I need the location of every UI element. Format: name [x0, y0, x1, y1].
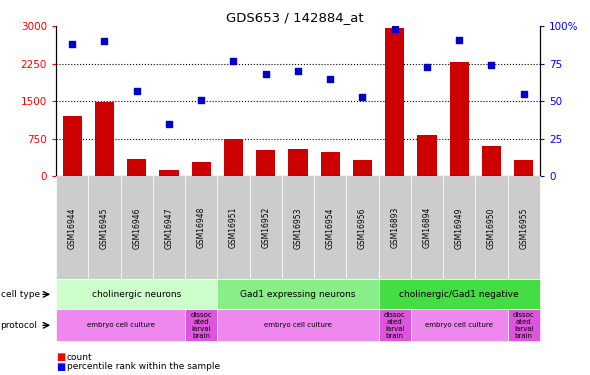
Bar [353, 160, 372, 176]
Text: GDS653 / 142884_at: GDS653 / 142884_at [226, 11, 364, 24]
Text: GSM16953: GSM16953 [293, 207, 303, 249]
Text: GSM16952: GSM16952 [261, 207, 270, 249]
Text: GSM16950: GSM16950 [487, 207, 496, 249]
Point [132, 88, 142, 94]
Text: percentile rank within the sample: percentile rank within the sample [67, 362, 220, 371]
Point [67, 41, 77, 47]
Bar [224, 139, 243, 176]
Bar [159, 170, 179, 176]
Text: GSM16948: GSM16948 [196, 207, 206, 249]
Bar [256, 150, 276, 176]
Text: GSM16944: GSM16944 [68, 207, 77, 249]
Text: GSM16946: GSM16946 [132, 207, 141, 249]
Bar [192, 162, 211, 176]
Point [487, 62, 496, 68]
Text: protocol: protocol [1, 321, 38, 330]
Text: GSM16956: GSM16956 [358, 207, 367, 249]
Point [422, 64, 432, 70]
Text: embryo cell culture: embryo cell culture [87, 322, 155, 328]
Text: Gad1 expressing neurons: Gad1 expressing neurons [240, 290, 356, 299]
Point [100, 38, 109, 44]
Bar [482, 146, 501, 176]
Text: cholinergic neurons: cholinergic neurons [92, 290, 181, 299]
Point [390, 26, 399, 32]
Text: GSM16947: GSM16947 [165, 207, 173, 249]
Bar [417, 135, 437, 176]
Text: GSM16894: GSM16894 [422, 207, 431, 249]
Text: dissoc
ated
larval
brain: dissoc ated larval brain [513, 312, 535, 339]
Text: count: count [67, 352, 92, 362]
Text: cell type: cell type [1, 290, 40, 299]
Bar [95, 102, 114, 176]
Text: GSM16949: GSM16949 [455, 207, 464, 249]
Bar [450, 62, 469, 176]
Text: GSM16951: GSM16951 [229, 207, 238, 249]
Text: dissoc
ated
larval
brain: dissoc ated larval brain [384, 312, 405, 339]
Text: GSM16954: GSM16954 [326, 207, 335, 249]
Text: cholinergic/Gad1 negative: cholinergic/Gad1 negative [399, 290, 519, 299]
Point [261, 71, 270, 77]
Point [229, 58, 238, 64]
Text: ■: ■ [56, 362, 65, 372]
Point [293, 68, 303, 74]
Bar [289, 149, 307, 176]
Bar [63, 116, 82, 176]
Bar [385, 28, 404, 176]
Text: embryo cell culture: embryo cell culture [264, 322, 332, 328]
Point [326, 76, 335, 82]
Point [519, 91, 529, 97]
Point [164, 121, 173, 127]
Point [196, 97, 206, 103]
Text: GSM16955: GSM16955 [519, 207, 528, 249]
Bar [514, 160, 533, 176]
Point [358, 94, 367, 100]
Bar [320, 152, 340, 176]
Point [454, 37, 464, 43]
Bar [127, 159, 146, 176]
Text: ■: ■ [56, 352, 65, 362]
Text: dissoc
ated
larval
brain: dissoc ated larval brain [191, 312, 212, 339]
Text: GSM16945: GSM16945 [100, 207, 109, 249]
Text: embryo cell culture: embryo cell culture [425, 322, 493, 328]
Text: GSM16893: GSM16893 [390, 207, 399, 249]
